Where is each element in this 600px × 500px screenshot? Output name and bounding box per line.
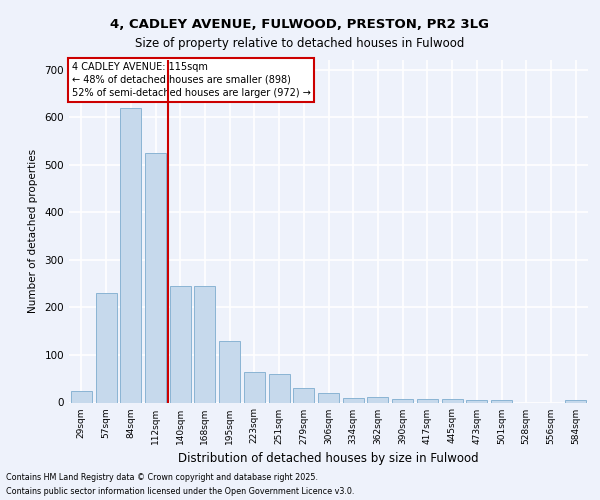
Bar <box>120 108 141 403</box>
Bar <box>318 393 339 402</box>
Bar <box>466 400 487 402</box>
Text: 4 CADLEY AVENUE: 115sqm
← 48% of detached houses are smaller (898)
52% of semi-d: 4 CADLEY AVENUE: 115sqm ← 48% of detache… <box>71 62 310 98</box>
Bar <box>392 399 413 402</box>
Bar <box>293 388 314 402</box>
Bar <box>170 286 191 403</box>
X-axis label: Distribution of detached houses by size in Fulwood: Distribution of detached houses by size … <box>178 452 479 465</box>
Bar <box>565 400 586 402</box>
Bar <box>491 400 512 402</box>
Bar <box>417 398 438 402</box>
Bar <box>343 398 364 402</box>
Text: Size of property relative to detached houses in Fulwood: Size of property relative to detached ho… <box>136 38 464 51</box>
Bar <box>367 397 388 402</box>
Bar <box>269 374 290 402</box>
Y-axis label: Number of detached properties: Number of detached properties <box>28 149 38 314</box>
Bar <box>244 372 265 402</box>
Bar <box>442 399 463 402</box>
Bar <box>194 286 215 403</box>
Bar <box>95 293 116 403</box>
Text: Contains public sector information licensed under the Open Government Licence v3: Contains public sector information licen… <box>6 488 355 496</box>
Text: 4, CADLEY AVENUE, FULWOOD, PRESTON, PR2 3LG: 4, CADLEY AVENUE, FULWOOD, PRESTON, PR2 … <box>110 18 490 30</box>
Bar <box>219 340 240 402</box>
Bar <box>145 153 166 402</box>
Bar <box>71 390 92 402</box>
Text: Contains HM Land Registry data © Crown copyright and database right 2025.: Contains HM Land Registry data © Crown c… <box>6 472 318 482</box>
